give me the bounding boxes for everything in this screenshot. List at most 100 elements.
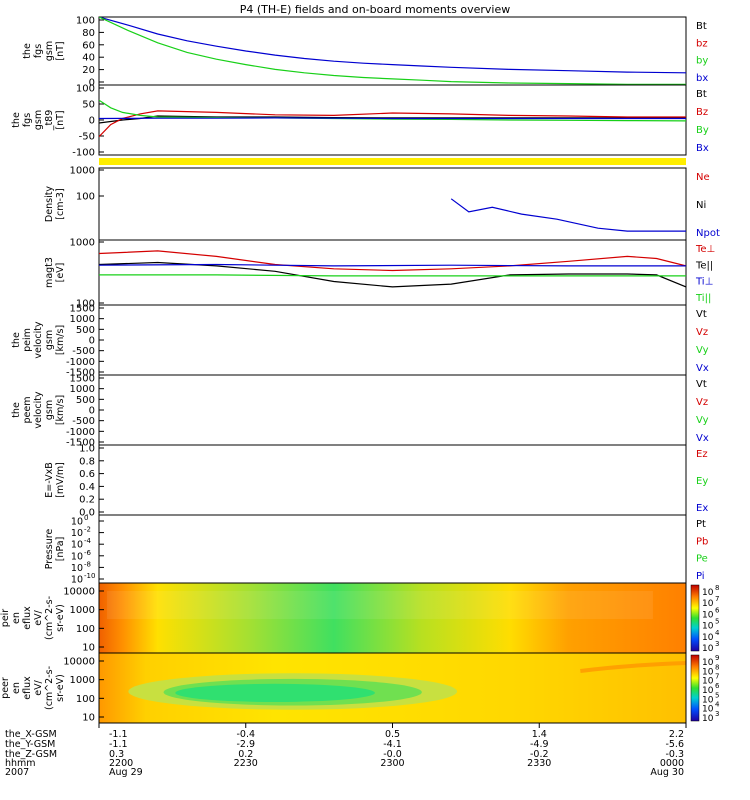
- panel-frame: [98, 167, 687, 241]
- y-axis-label: eflux: [22, 676, 33, 700]
- colorbar-tick-label: 10: [702, 667, 714, 677]
- y-tick-label: 10000: [63, 657, 95, 668]
- y-axis-label: sr-eV): [55, 674, 66, 702]
- colorbar-tick-label: 10: [702, 705, 714, 715]
- legend-entry: Pi: [696, 571, 705, 582]
- y-tick-label: 100: [76, 192, 95, 203]
- colorbar-tick-exponent: 7: [715, 673, 719, 681]
- legend-entry: Npot: [696, 228, 720, 239]
- colorbar-tick-label: 10: [702, 588, 714, 598]
- y-tick-label: -500: [72, 346, 95, 357]
- colorbar: [690, 654, 700, 722]
- legend-entry: by: [696, 56, 708, 67]
- y-axis-label: [nPa]: [55, 537, 66, 562]
- y-axis-label: peim: [22, 328, 33, 352]
- panel-frame: [98, 239, 687, 306]
- y-tick-label: 100: [76, 299, 95, 310]
- legend-entry: Ez: [696, 449, 708, 460]
- colorbar-tick-exponent: 8: [715, 584, 719, 592]
- colorbar: [690, 584, 700, 652]
- y-axis-label: en: [11, 612, 22, 624]
- y-axis-label: velocity: [33, 391, 44, 429]
- colorbar-tick-exponent: 8: [715, 663, 719, 671]
- spectrogram-blob: [175, 683, 375, 703]
- axis-column-value: 0000: [660, 758, 684, 769]
- y-axis-label: the: [11, 402, 22, 418]
- y-axis-label: Density: [44, 186, 55, 222]
- colorbar-tick-exponent: 4: [715, 701, 720, 709]
- colorbar-tick-label: 10: [702, 658, 714, 668]
- y-axis-label: [nT]: [55, 41, 66, 60]
- y-axis-label: en: [11, 682, 22, 694]
- axis-column-value: Aug 29: [109, 767, 143, 778]
- colorbar-tick-exponent: 3: [715, 640, 719, 648]
- y-tick-label: 1500: [70, 304, 95, 315]
- series-line: [99, 17, 686, 85]
- panel-frame: [98, 304, 687, 376]
- y-axis-label: gsm: [44, 400, 55, 420]
- y-axis-label: eflux: [22, 606, 33, 630]
- axis-column-value: -1.1: [109, 739, 128, 750]
- y-tick-label: 500: [76, 325, 95, 336]
- y-axis-label: gsm: [33, 110, 44, 130]
- series-line: [450, 198, 686, 232]
- panel-frame: [98, 16, 687, 86]
- y-tick-label: -1500: [66, 368, 95, 379]
- colorbar-tick-label: 10: [702, 695, 714, 705]
- y-tick-label: 10: [71, 517, 83, 528]
- y-tick-label: -1000: [66, 357, 95, 368]
- panel-8: 1.00.8 0.6 0.4 0.2 0.0 E=-VxB [mV/m] Ez Ey Ex: [44, 444, 708, 519]
- axis-column-value: 2.2: [669, 729, 684, 740]
- axis-column-value: 0.5: [385, 729, 400, 740]
- y-tick-label: 100: [76, 16, 95, 27]
- y-tick-exponent: -4: [84, 537, 92, 545]
- y-axis-label: fgs: [33, 44, 44, 58]
- panel-frame: [98, 444, 687, 516]
- y-tick-label: 500: [76, 395, 95, 406]
- y-axis-label: fgs: [22, 113, 33, 127]
- y-tick-label: -500: [72, 416, 95, 427]
- y-tick-label: 100: [76, 694, 95, 705]
- y-tick-exponent: -8: [84, 560, 91, 568]
- y-tick-label: 10: [82, 643, 95, 654]
- y-axis-label: [nT]: [55, 110, 66, 129]
- colorbar-tick-label: 10: [702, 622, 714, 632]
- spectrogram-feature: [580, 661, 687, 673]
- y-axis-label: the: [11, 332, 22, 348]
- series-line: [99, 110, 686, 138]
- y-tick-label: 1000: [70, 605, 95, 616]
- legend-entry: Bt: [696, 89, 707, 100]
- y-tick-label: 1500: [70, 374, 95, 385]
- legend-entry: bz: [696, 38, 708, 49]
- axis-column-value: -4.9: [530, 739, 549, 750]
- axis-row-label: hhmm: [5, 758, 36, 769]
- legend-entry: Vx: [696, 433, 709, 444]
- y-tick-label: 10: [71, 563, 83, 574]
- legend-entry: Bz: [696, 107, 708, 118]
- y-axis-label: (cm^2-s-: [44, 666, 55, 710]
- y-axis-label: Pressure: [44, 529, 55, 570]
- legend-entry: Vz: [696, 397, 708, 408]
- y-axis-label: [eV]: [55, 263, 66, 283]
- y-tick-label: 50: [82, 100, 95, 111]
- panel-5: 1000 100 magt3 [eV] Te⊥ Te|| Ti⊥ Ti||: [44, 238, 715, 310]
- axis-column-value: -2.9: [236, 739, 255, 750]
- legend-entry: Vt: [696, 309, 707, 320]
- series-line: [99, 263, 686, 267]
- y-tick-label: 1000: [70, 384, 95, 395]
- legend-entry: Pe: [696, 554, 708, 565]
- series-line: [99, 274, 686, 277]
- panel-10: 10000100010010108107106105104103thepeire…: [0, 582, 720, 654]
- y-axis-label: E=-VxB: [44, 462, 55, 497]
- y-tick-label: 0: [89, 406, 95, 417]
- legend-entry: Vy: [696, 415, 709, 426]
- y-tick-label: 1000: [70, 166, 95, 177]
- series-line: [99, 261, 686, 288]
- axis-column-value: -0.0: [383, 749, 402, 760]
- colorbar-tick-label: 10: [702, 610, 714, 620]
- y-axis-label: velocity: [33, 321, 44, 359]
